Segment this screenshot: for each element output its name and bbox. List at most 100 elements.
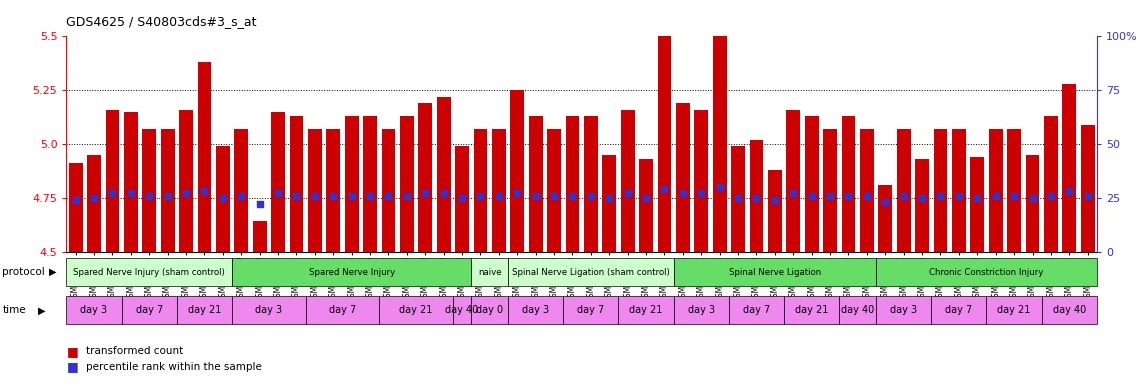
Text: day 21: day 21 xyxy=(795,305,828,316)
Point xyxy=(269,190,287,197)
Point xyxy=(232,192,251,199)
Point xyxy=(527,192,545,199)
Bar xyxy=(987,296,1042,324)
Point xyxy=(342,192,361,199)
Point xyxy=(894,192,913,199)
Point xyxy=(196,188,214,194)
Bar xyxy=(472,296,508,324)
Point xyxy=(655,186,673,192)
Bar xyxy=(989,129,1003,252)
Text: day 3: day 3 xyxy=(688,305,714,316)
Bar xyxy=(66,258,232,286)
Point xyxy=(600,195,618,201)
Text: ■: ■ xyxy=(66,345,78,358)
Text: Spared Nerve Injury: Spared Nerve Injury xyxy=(308,268,395,276)
Text: ▶: ▶ xyxy=(49,267,57,277)
Point xyxy=(582,192,600,199)
Text: Spinal Nerve Ligation: Spinal Nerve Ligation xyxy=(728,268,821,276)
Point xyxy=(434,190,452,197)
Bar xyxy=(87,155,101,252)
Bar xyxy=(547,129,561,252)
Bar xyxy=(271,112,285,252)
Bar xyxy=(787,109,800,252)
Bar xyxy=(66,296,121,324)
Bar xyxy=(306,296,379,324)
Text: time: time xyxy=(2,305,26,316)
Text: ■: ■ xyxy=(66,360,78,373)
Point xyxy=(545,192,563,199)
Bar xyxy=(400,116,413,252)
Bar xyxy=(566,116,579,252)
Bar xyxy=(1026,155,1040,252)
Bar xyxy=(381,129,395,252)
Point xyxy=(803,192,821,199)
Point xyxy=(251,201,269,207)
Text: day 3: day 3 xyxy=(255,305,283,316)
Text: percentile rank within the sample: percentile rank within the sample xyxy=(86,362,262,372)
Point xyxy=(618,190,637,197)
Bar xyxy=(673,296,729,324)
Point xyxy=(692,190,710,197)
Text: day 7: day 7 xyxy=(743,305,771,316)
Point xyxy=(1042,192,1060,199)
Text: naive: naive xyxy=(477,268,502,276)
Point xyxy=(158,192,176,199)
Bar xyxy=(508,258,673,286)
Point xyxy=(379,192,397,199)
Point xyxy=(472,192,490,199)
Bar xyxy=(418,103,432,252)
Point xyxy=(1060,188,1079,194)
Text: protocol: protocol xyxy=(2,267,45,277)
Text: day 3: day 3 xyxy=(80,305,108,316)
Point xyxy=(637,195,655,201)
Bar xyxy=(308,129,322,252)
Bar xyxy=(235,129,248,252)
Bar xyxy=(160,129,174,252)
Text: day 40: day 40 xyxy=(1052,305,1085,316)
Bar xyxy=(232,296,306,324)
Text: day 3: day 3 xyxy=(522,305,550,316)
Bar xyxy=(1081,125,1095,252)
Text: Chronic Constriction Injury: Chronic Constriction Injury xyxy=(930,268,1044,276)
Bar xyxy=(839,296,876,324)
Point xyxy=(1005,192,1024,199)
Bar xyxy=(563,296,618,324)
Point xyxy=(361,192,379,199)
Bar xyxy=(508,296,563,324)
Text: day 0: day 0 xyxy=(476,305,503,316)
Bar xyxy=(602,155,616,252)
Bar xyxy=(805,116,819,252)
Point xyxy=(508,190,527,197)
Point xyxy=(729,195,748,201)
Point xyxy=(913,195,931,201)
Bar xyxy=(452,296,472,324)
Text: day 7: day 7 xyxy=(946,305,972,316)
Bar xyxy=(529,116,543,252)
Bar xyxy=(584,116,598,252)
Text: ▶: ▶ xyxy=(38,305,46,316)
Point xyxy=(821,192,839,199)
Bar xyxy=(915,159,929,252)
Text: day 21: day 21 xyxy=(630,305,663,316)
Bar xyxy=(876,258,1097,286)
Bar xyxy=(971,157,985,252)
Point xyxy=(987,192,1005,199)
Bar xyxy=(729,296,784,324)
Point xyxy=(876,199,894,205)
Point xyxy=(416,190,434,197)
Text: day 21: day 21 xyxy=(400,305,433,316)
Bar xyxy=(673,258,876,286)
Point xyxy=(85,195,103,201)
Point xyxy=(397,192,416,199)
Point xyxy=(858,192,876,199)
Point xyxy=(306,192,324,199)
Point xyxy=(176,190,195,197)
Bar xyxy=(472,258,508,286)
Point xyxy=(324,192,342,199)
Bar xyxy=(511,90,524,252)
Point xyxy=(453,195,472,201)
Point xyxy=(784,190,803,197)
Point xyxy=(969,195,987,201)
Bar xyxy=(69,163,82,252)
Bar xyxy=(878,185,892,252)
